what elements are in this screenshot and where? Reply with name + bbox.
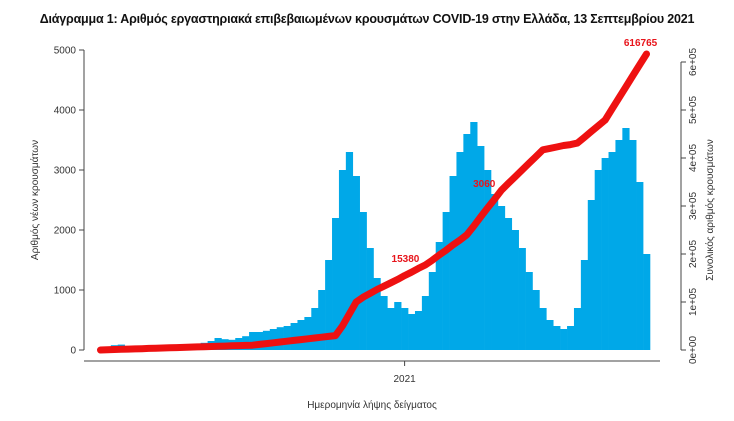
bar (525, 272, 533, 350)
y-axis-label: Αριθμός νέων κρουσμάτων (29, 140, 41, 260)
y2-tick-label: 0e+00 (688, 336, 699, 365)
bar (332, 218, 340, 350)
bar (470, 122, 478, 350)
bar (373, 278, 381, 350)
bar (428, 272, 437, 350)
bar (401, 308, 409, 350)
annotation-label: 3060 (473, 179, 496, 190)
bar (608, 152, 616, 350)
bar (249, 332, 257, 350)
bar (491, 194, 499, 350)
bar (636, 182, 644, 350)
bar (318, 290, 326, 350)
bar (629, 140, 637, 350)
bar (601, 158, 609, 350)
bar (518, 248, 526, 350)
bar (573, 308, 582, 350)
bar (290, 323, 298, 350)
y-tick-label: 2000 (54, 226, 77, 237)
bar (553, 326, 561, 350)
bar (352, 176, 360, 350)
y2-tick-label: 4e+05 (688, 144, 699, 173)
bar (449, 176, 457, 350)
cumulative-line (97, 50, 650, 354)
bar (359, 212, 367, 350)
x-axis-label: Ημερομηνία λήψης δείγματος (307, 399, 437, 411)
bar (504, 218, 513, 350)
annotation-label: 616765 (624, 38, 658, 49)
bar (311, 308, 319, 350)
bar (442, 212, 450, 350)
bar (421, 296, 430, 350)
y-tick-label: 4000 (54, 106, 77, 117)
bar (622, 128, 630, 350)
x-tick-label: 2021 (393, 374, 416, 385)
bar (380, 296, 388, 350)
y-tick-label: 5000 (54, 46, 77, 57)
bar (345, 152, 354, 350)
bar (594, 170, 602, 350)
bar (304, 317, 312, 350)
bar (463, 134, 471, 350)
annotation-label: 15380 (392, 254, 420, 265)
bar (297, 320, 305, 350)
y2-tick-label: 3e+05 (688, 192, 699, 221)
bar (587, 200, 595, 350)
bar (497, 206, 506, 350)
bar (456, 152, 464, 350)
bar (366, 248, 374, 350)
bar (408, 314, 416, 350)
y-tick-label: 0 (70, 346, 76, 357)
bar (484, 170, 492, 350)
bar (567, 326, 575, 350)
bar (615, 140, 623, 350)
y-tick-label: 1000 (54, 286, 77, 297)
y2-tick-label: 6e+05 (688, 48, 699, 77)
bar (539, 308, 547, 350)
bar (580, 260, 589, 350)
y2-axis-label: Συνολικός αριθμός κρουσμάτων (704, 139, 716, 281)
bar (394, 302, 402, 350)
y2-tick-label: 2e+05 (688, 240, 699, 269)
bar (325, 260, 333, 350)
y2-tick-label: 5e+05 (688, 96, 699, 125)
y2-tick-label: 1e+05 (688, 288, 699, 317)
y-tick-label: 3000 (54, 166, 77, 177)
chart-title: Διάγραμμα 1: Αριθμός εργαστηριακά επιβεβ… (39, 12, 695, 26)
bar (643, 254, 651, 350)
bar (477, 146, 485, 350)
bar (338, 170, 347, 350)
bar (560, 329, 568, 350)
bar (435, 242, 443, 350)
bar (532, 290, 540, 350)
bar (414, 311, 423, 350)
bar (387, 308, 395, 350)
bar (511, 230, 519, 350)
bar (546, 320, 554, 350)
